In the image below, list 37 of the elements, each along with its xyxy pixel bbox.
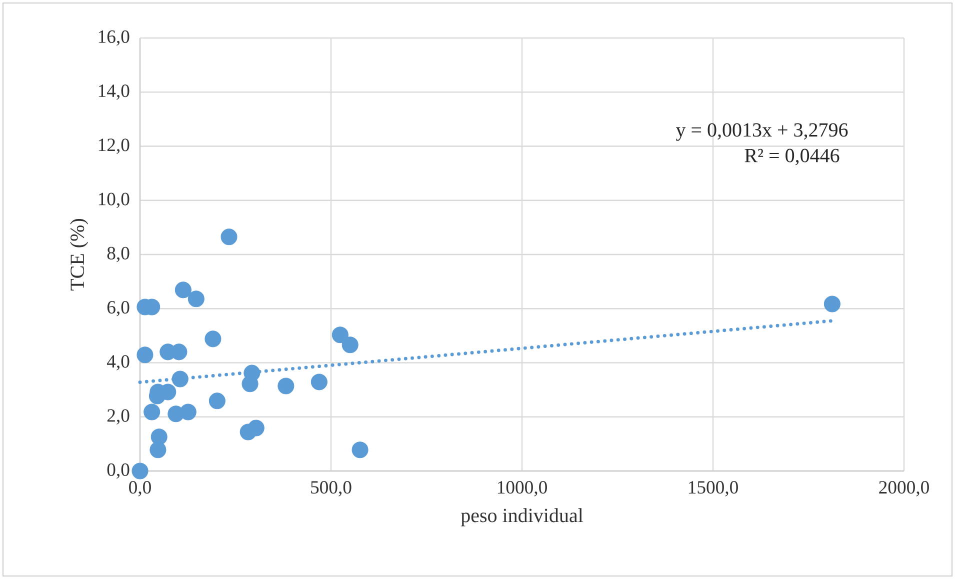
point [132,462,148,480]
point [352,442,368,458]
x-tick-label: 1000,0 [498,481,547,496]
y-axis-title: TCE (%) [70,219,88,291]
y-tick-label: 4,0 [106,355,130,370]
x-tick-label: 500,0 [311,481,352,496]
point [342,336,358,354]
point [174,282,192,298]
point [220,228,238,246]
y-tick-label: 2,0 [107,409,130,425]
point [188,290,204,308]
y-tick-label: 0,0 [107,463,130,479]
point [204,330,222,348]
point [150,442,166,458]
point [172,370,188,388]
y-tick-label: 16,0 [98,30,130,46]
annotation: R² = 0,0446 [744,148,840,166]
y-tick-label: 6,0 [107,300,130,316]
point [310,374,328,390]
point [242,376,258,392]
y-tick-label: 10,0 [98,192,130,208]
y-tick-label: 14,0 [98,84,130,100]
y-tick-label: 8,0 [107,246,130,262]
point [824,296,840,312]
point [144,404,160,420]
point [278,378,294,394]
x-tick-label: 1500,0 [688,481,738,496]
x-axis-title: peso individual [460,508,583,526]
point [332,326,348,344]
point [248,420,264,436]
x-tick-label: 0,0 [129,481,151,496]
point [180,404,196,420]
point [136,346,154,364]
x-tick-label: 2000,0 [879,481,929,496]
annotation: y = 0,0013x + 3,2796 [676,123,848,141]
point [208,392,226,410]
y-tick-label: 12,0 [98,138,130,154]
